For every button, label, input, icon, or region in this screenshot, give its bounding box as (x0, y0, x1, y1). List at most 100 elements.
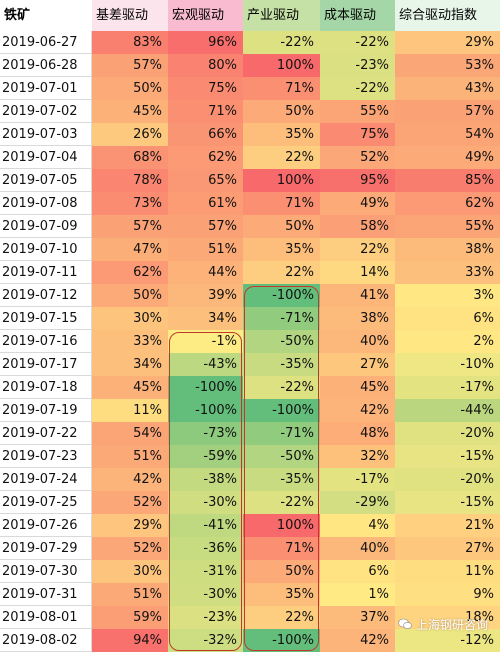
value-cell: 22% (243, 606, 320, 629)
value-cell: -15% (395, 445, 500, 468)
value-cell: -22% (243, 31, 320, 54)
value-cell: 22% (243, 261, 320, 284)
row-date: 2019-07-03 (0, 123, 92, 146)
value-cell: 30% (92, 560, 168, 583)
watermark: 上海钢研咨询 (398, 616, 488, 633)
row-date: 2019-07-18 (0, 376, 92, 399)
value-cell: 57% (395, 100, 500, 123)
value-cell: 9% (395, 583, 500, 606)
value-cell: 3% (395, 284, 500, 307)
value-cell: -50% (243, 445, 320, 468)
value-cell: 100% (243, 169, 320, 192)
value-cell: 35% (243, 123, 320, 146)
value-cell: 45% (92, 376, 168, 399)
value-cell: 52% (320, 146, 395, 169)
value-cell: -100% (243, 399, 320, 422)
value-cell: 57% (168, 215, 243, 238)
row-date: 2019-07-12 (0, 284, 92, 307)
value-cell: -22% (320, 77, 395, 100)
value-cell: -20% (395, 468, 500, 491)
row-date: 2019-07-31 (0, 583, 92, 606)
column-header: 宏观驱动 (168, 0, 243, 31)
value-cell: -17% (395, 376, 500, 399)
value-cell: 85% (395, 169, 500, 192)
row-date: 2019-07-26 (0, 514, 92, 537)
value-cell: -71% (243, 307, 320, 330)
value-cell: -12% (395, 629, 500, 652)
value-cell: 32% (320, 445, 395, 468)
value-cell: 51% (92, 445, 168, 468)
value-cell: 62% (395, 192, 500, 215)
column-header: 成本驱动 (320, 0, 395, 31)
value-cell: 80% (168, 54, 243, 77)
value-cell: 73% (92, 192, 168, 215)
value-cell: 71% (243, 77, 320, 100)
column-header: 基差驱动 (92, 0, 168, 31)
row-date: 2019-07-10 (0, 238, 92, 261)
row-date: 2019-07-29 (0, 537, 92, 560)
value-cell: 38% (320, 307, 395, 330)
value-cell: 34% (92, 353, 168, 376)
row-date: 2019-07-01 (0, 77, 92, 100)
value-cell: 11% (395, 560, 500, 583)
value-cell: 39% (168, 284, 243, 307)
value-cell: 54% (395, 123, 500, 146)
value-cell: 57% (92, 215, 168, 238)
value-cell: 61% (168, 192, 243, 215)
value-cell: 57% (92, 54, 168, 77)
value-cell: 55% (395, 215, 500, 238)
value-cell: 42% (92, 468, 168, 491)
value-cell: 49% (320, 192, 395, 215)
value-cell: -22% (243, 376, 320, 399)
value-cell: -71% (243, 422, 320, 445)
value-cell: 59% (92, 606, 168, 629)
value-cell: -100% (168, 376, 243, 399)
value-cell: 75% (320, 123, 395, 146)
value-cell: 22% (243, 146, 320, 169)
value-cell: -100% (168, 399, 243, 422)
row-date: 2019-07-17 (0, 353, 92, 376)
value-cell: -30% (168, 491, 243, 514)
value-cell: 42% (320, 399, 395, 422)
row-date: 2019-07-04 (0, 146, 92, 169)
value-cell: -59% (168, 445, 243, 468)
value-cell: 71% (243, 537, 320, 560)
value-cell: 35% (243, 583, 320, 606)
row-date: 2019-07-25 (0, 491, 92, 514)
value-cell: 55% (320, 100, 395, 123)
column-header: 产业驱动 (243, 0, 320, 31)
value-cell: 83% (92, 31, 168, 54)
value-cell: 100% (243, 54, 320, 77)
value-cell: -43% (168, 353, 243, 376)
value-cell: 35% (243, 238, 320, 261)
value-cell: -44% (395, 399, 500, 422)
value-cell: 33% (395, 261, 500, 284)
value-cell: -38% (168, 468, 243, 491)
value-cell: 27% (395, 537, 500, 560)
value-cell: 94% (92, 629, 168, 652)
value-cell: -31% (168, 560, 243, 583)
value-cell: 51% (168, 238, 243, 261)
value-cell: 40% (320, 537, 395, 560)
value-cell: 4% (320, 514, 395, 537)
value-cell: 68% (92, 146, 168, 169)
value-cell: -17% (320, 468, 395, 491)
value-cell: 50% (92, 284, 168, 307)
value-cell: 50% (243, 560, 320, 583)
value-cell: -73% (168, 422, 243, 445)
value-cell: 50% (92, 77, 168, 100)
row-date: 2019-07-15 (0, 307, 92, 330)
row-date: 2019-08-02 (0, 629, 92, 652)
column-header: 综合驱动指数 (395, 0, 500, 31)
value-cell: 54% (92, 422, 168, 445)
value-cell: 45% (320, 376, 395, 399)
value-cell: 53% (395, 54, 500, 77)
row-date: 2019-07-09 (0, 215, 92, 238)
row-date: 2019-07-16 (0, 330, 92, 353)
row-date: 2019-07-19 (0, 399, 92, 422)
value-cell: 14% (320, 261, 395, 284)
value-cell: -23% (320, 54, 395, 77)
value-cell: 26% (92, 123, 168, 146)
value-cell: 66% (168, 123, 243, 146)
row-date: 2019-07-02 (0, 100, 92, 123)
